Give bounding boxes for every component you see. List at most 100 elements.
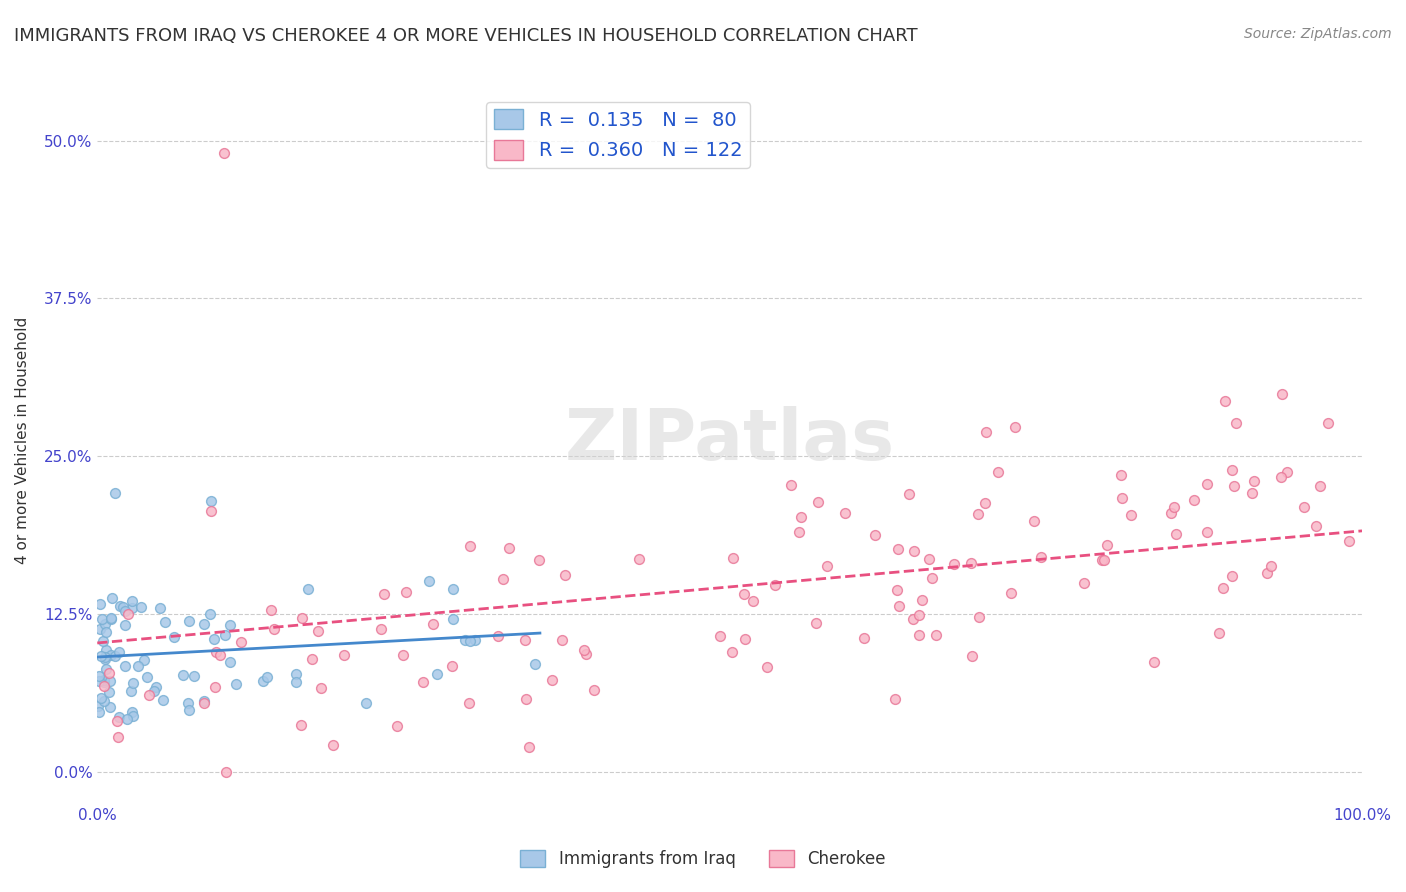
Point: [441, 658, 464, 673]
Point: [127, 658, 149, 673]
Point: [90, 690, 112, 705]
Point: [1215, 394, 1237, 409]
Point: [193, 617, 215, 632]
Text: Source: ZipAtlas.com: Source: ZipAtlas.com: [1244, 27, 1392, 41]
Point: [218, 655, 240, 669]
Point: [209, 648, 232, 662]
Point: [284, 666, 307, 681]
Point: [780, 477, 803, 491]
Point: [1195, 524, 1218, 539]
Point: [1212, 581, 1234, 595]
Y-axis label: 4 or more Vehicles in Household: 4 or more Vehicles in Household: [15, 317, 30, 564]
Point: [132, 652, 155, 666]
Point: [117, 607, 139, 621]
Point: [94, 625, 117, 640]
Point: [974, 496, 997, 510]
Point: [1275, 465, 1298, 479]
Point: [541, 673, 564, 687]
Point: [1119, 508, 1142, 523]
Point: [886, 583, 908, 598]
Point: [515, 692, 537, 706]
Point: [214, 765, 236, 780]
Point: [177, 696, 200, 710]
Legend: R =  0.135   N =  80, R =  0.360   N = 122: R = 0.135 N = 80, R = 0.360 N = 122: [486, 102, 751, 168]
Point: [1270, 470, 1292, 484]
Point: [789, 525, 811, 540]
Point: [412, 675, 434, 690]
Point: [356, 697, 378, 711]
Point: [1220, 569, 1243, 583]
Point: [142, 683, 165, 698]
Point: [1225, 416, 1247, 430]
Point: [967, 610, 990, 624]
Point: [458, 539, 481, 553]
Point: [121, 593, 143, 607]
Point: [89, 622, 111, 636]
Point: [97, 685, 120, 699]
Point: [903, 543, 925, 558]
Point: [177, 703, 200, 717]
Point: [120, 684, 142, 698]
Point: [87, 668, 110, 682]
Point: [260, 603, 283, 617]
Point: [1004, 420, 1026, 434]
Point: [853, 631, 876, 645]
Point: [1091, 553, 1114, 567]
Point: [97, 666, 120, 681]
Point: [98, 674, 121, 689]
Point: [921, 571, 943, 585]
Point: [198, 607, 221, 621]
Point: [884, 691, 907, 706]
Point: [370, 622, 392, 636]
Point: [285, 674, 308, 689]
Point: [443, 582, 465, 596]
Text: IMMIGRANTS FROM IRAQ VS CHEROKEE 4 OR MORE VEHICLES IN HOUSEHOLD CORRELATION CHA: IMMIGRANTS FROM IRAQ VS CHEROKEE 4 OR MO…: [14, 27, 918, 45]
Point: [1111, 491, 1133, 506]
Point: [93, 673, 115, 687]
Point: [112, 600, 135, 615]
Point: [863, 527, 886, 541]
Point: [960, 557, 983, 571]
Point: [422, 616, 444, 631]
Point: [204, 645, 226, 659]
Point: [1271, 386, 1294, 401]
Point: [101, 591, 124, 605]
Point: [513, 633, 536, 648]
Point: [96, 643, 118, 657]
Point: [1316, 417, 1339, 431]
Point: [1339, 533, 1361, 548]
Point: [918, 551, 941, 566]
Point: [523, 657, 546, 672]
Point: [464, 632, 486, 647]
Point: [193, 694, 215, 708]
Point: [93, 679, 115, 693]
Point: [114, 604, 136, 618]
Point: [309, 681, 332, 695]
Point: [903, 612, 925, 626]
Point: [100, 610, 122, 624]
Point: [110, 599, 132, 613]
Point: [256, 670, 278, 684]
Point: [492, 572, 515, 586]
Point: [152, 693, 174, 707]
Text: ZIPatlas: ZIPatlas: [565, 406, 894, 475]
Point: [498, 541, 520, 556]
Point: [138, 688, 160, 702]
Point: [94, 649, 117, 664]
Point: [153, 615, 176, 629]
Point: [252, 674, 274, 689]
Point: [114, 659, 136, 673]
Point: [122, 708, 145, 723]
Point: [1222, 479, 1244, 493]
Point: [458, 634, 481, 648]
Point: [1309, 479, 1331, 493]
Point: [104, 486, 127, 500]
Point: [1143, 656, 1166, 670]
Point: [145, 680, 167, 694]
Point: [290, 718, 312, 732]
Point: [297, 582, 319, 597]
Point: [1000, 585, 1022, 599]
Point: [183, 669, 205, 683]
Point: [94, 616, 117, 631]
Point: [1292, 500, 1315, 514]
